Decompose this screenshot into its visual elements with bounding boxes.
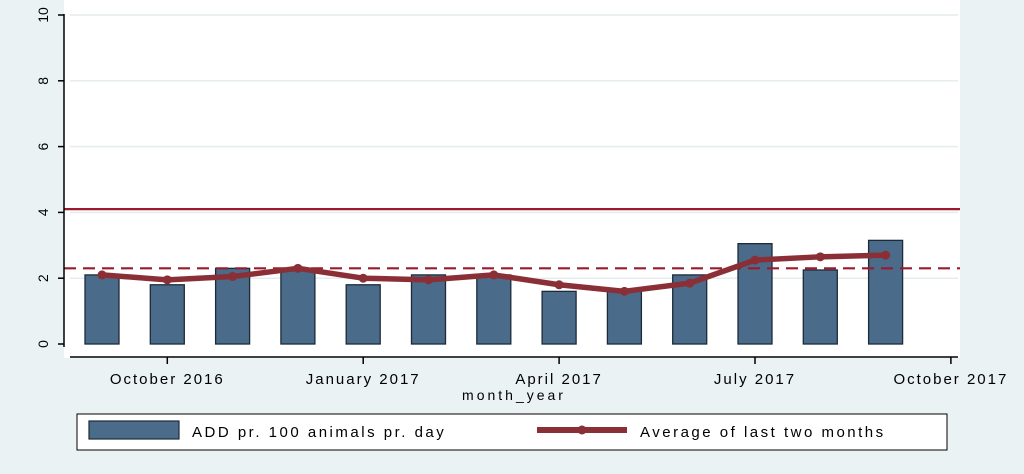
x-axis-title: month_year [462,387,566,403]
average-point-2017-06 [685,278,695,288]
legend-bar-swatch [88,420,180,440]
average-point-2017-03 [489,270,499,280]
average-point-2016-09 [97,270,107,280]
legend-bar-label: ADD pr. 100 animals pr. day [192,424,446,441]
average-point-2016-11 [228,272,238,282]
bar-2017-01 [345,284,381,345]
average-point-2017-05 [619,286,629,296]
legend-box [76,413,948,451]
average-point-2017-09 [881,250,891,260]
y-tick-label-6: 6 [35,142,51,150]
bar-2017-08 [802,269,838,345]
y-tick-label-4: 4 [35,208,51,216]
x-tick-label-3: July 2017 [714,371,796,388]
bar-2016-09 [84,274,120,345]
legend: ADD pr. 100 animals pr. day Average of l… [76,413,948,451]
y-tick-label-8: 8 [35,77,51,85]
legend-line-label: Average of last two months [640,424,886,441]
legend-line-marker [577,425,587,435]
average-point-2017-08 [815,252,825,262]
average-point-2016-10 [162,275,172,285]
axes: 0 2 4 6 8 10 October 2016 January 2017 April 201… [35,7,1008,388]
x-tick-label-0: October 2016 [110,371,225,388]
bar-2017-05 [606,290,643,345]
average-point-2017-02 [424,275,433,285]
bar-2016-12 [280,267,316,345]
x-tick-label-4: October 2017 [893,371,1008,388]
x-tick-label-1: January 2017 [306,371,421,388]
y-tick-label-2: 2 [35,274,51,282]
bar-2017-04 [541,290,577,345]
y-tick-label-10: 10 [35,7,51,23]
x-tick-label-2: April 2017 [515,371,603,388]
average-point-2017-04 [554,280,564,290]
bar-2017-03 [476,274,512,345]
bar-2017-02 [410,274,447,345]
reference-lines [64,208,960,270]
y-tick-label-0: 0 [35,340,51,348]
average-point-2017-01 [358,273,368,283]
average-point-2016-12 [293,263,303,273]
bar-2016-10 [149,284,185,345]
average-line-series [97,250,891,296]
average-point-2017-07 [750,255,760,265]
